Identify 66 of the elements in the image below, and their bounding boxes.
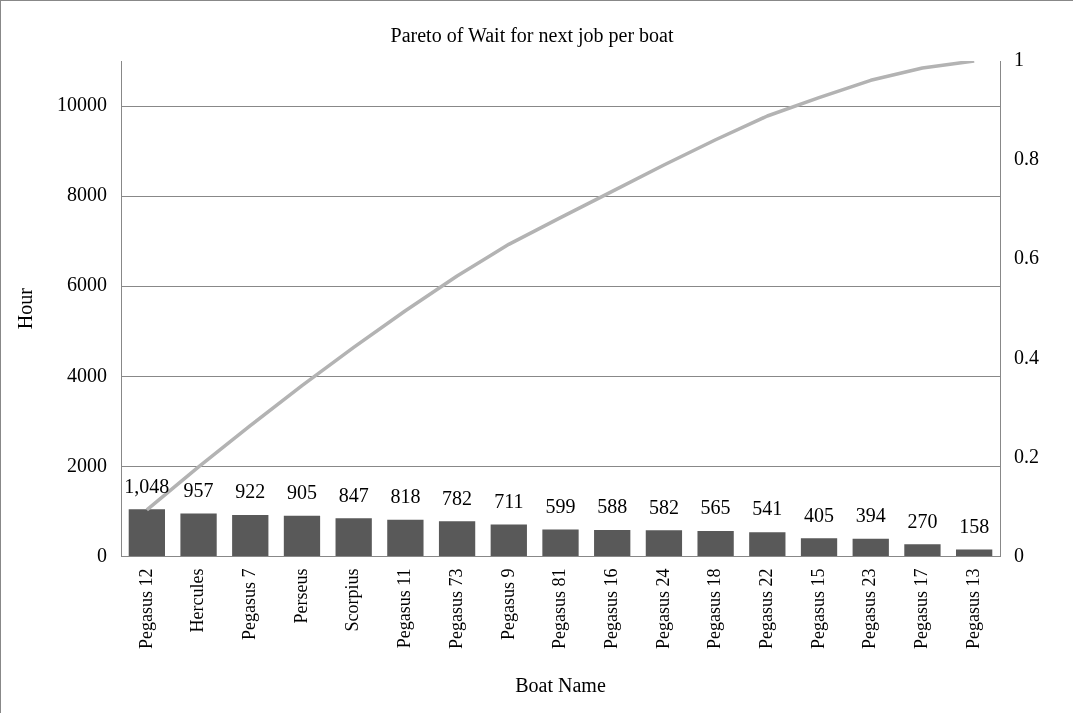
x-tick-label: Pegasus 13 (962, 568, 983, 649)
x-tick-label: Pegasus 16 (600, 568, 621, 649)
y-tick-label: 2000 (67, 453, 107, 476)
data-label: 957 (183, 478, 214, 501)
y-tick-label: 6000 (67, 273, 107, 296)
bar (542, 529, 579, 556)
data-label: 565 (700, 496, 731, 519)
y-tick-label: 4000 (67, 363, 107, 386)
y2-tick-label: 1 (1014, 48, 1024, 71)
data-label: 599 (545, 494, 576, 517)
x-tick-label: Perseus (290, 568, 311, 624)
data-label: 782 (442, 486, 473, 509)
y2-tick-label: 0.6 (1014, 246, 1039, 269)
data-label: 905 (286, 480, 317, 503)
y2-tick-label: 0.4 (1014, 345, 1039, 368)
y-axis-title: Hour (14, 287, 37, 330)
y-tick-label: 0 (97, 543, 107, 566)
data-label: 588 (597, 495, 628, 518)
data-label: 582 (648, 495, 679, 518)
bar (387, 519, 424, 556)
x-tick-label: Pegasus 24 (652, 568, 673, 649)
bar (490, 524, 527, 556)
bar (697, 531, 734, 556)
bar (956, 549, 993, 556)
bar (645, 530, 683, 556)
y-tick-label: 10000 (57, 93, 107, 116)
x-tick-label: Pegasus 7 (239, 568, 259, 640)
y2-tick-label: 0.8 (1014, 147, 1039, 170)
x-tick-label: Pegasus 73 (445, 568, 466, 649)
x-tick-label: Pegasus 81 (549, 568, 570, 649)
x-tick-label: Pegasus 9 (497, 568, 518, 640)
y-tick-label: 8000 (67, 183, 107, 206)
x-tick-label: Pegasus 18 (704, 568, 725, 649)
bar (904, 544, 941, 556)
data-label: 711 (494, 489, 524, 512)
x-tick-label: Pegasus 22 (756, 568, 777, 649)
x-tick-label: Pegasus 11 (394, 568, 415, 649)
bar (749, 532, 786, 556)
bar (852, 538, 889, 556)
x-tick-label: Pegasus 15 (807, 568, 828, 649)
data-label: 405 (804, 503, 835, 526)
data-label: 158 (959, 514, 990, 537)
data-label: 394 (855, 504, 886, 526)
data-label: 270 (907, 509, 938, 532)
data-label: 847 (338, 483, 369, 506)
x-axis-title: Boat Name (515, 674, 606, 697)
x-tick-label: Scorpius (342, 568, 363, 632)
y2-tick-label: 0 (1014, 543, 1024, 566)
y2-tick-label: 0.2 (1014, 444, 1039, 467)
bar (800, 538, 838, 556)
bar (438, 521, 476, 556)
bar (335, 518, 372, 556)
data-label: 818 (390, 484, 421, 507)
data-label: 1,048 (124, 474, 170, 497)
chart-title: Pareto of Wait for next job per boat (390, 24, 674, 48)
bar (283, 515, 321, 556)
bar (594, 530, 631, 556)
x-tick-label: Pegasus 12 (135, 568, 156, 649)
x-tick-label: Pegasus 23 (859, 568, 880, 649)
bar (232, 514, 269, 556)
bar (180, 513, 217, 556)
x-tick-label: Pegasus 17 (911, 568, 932, 649)
x-tick-label: Hercules (187, 568, 208, 633)
data-label: 922 (235, 480, 266, 503)
bar (128, 509, 165, 556)
data-label: 541 (752, 497, 783, 520)
